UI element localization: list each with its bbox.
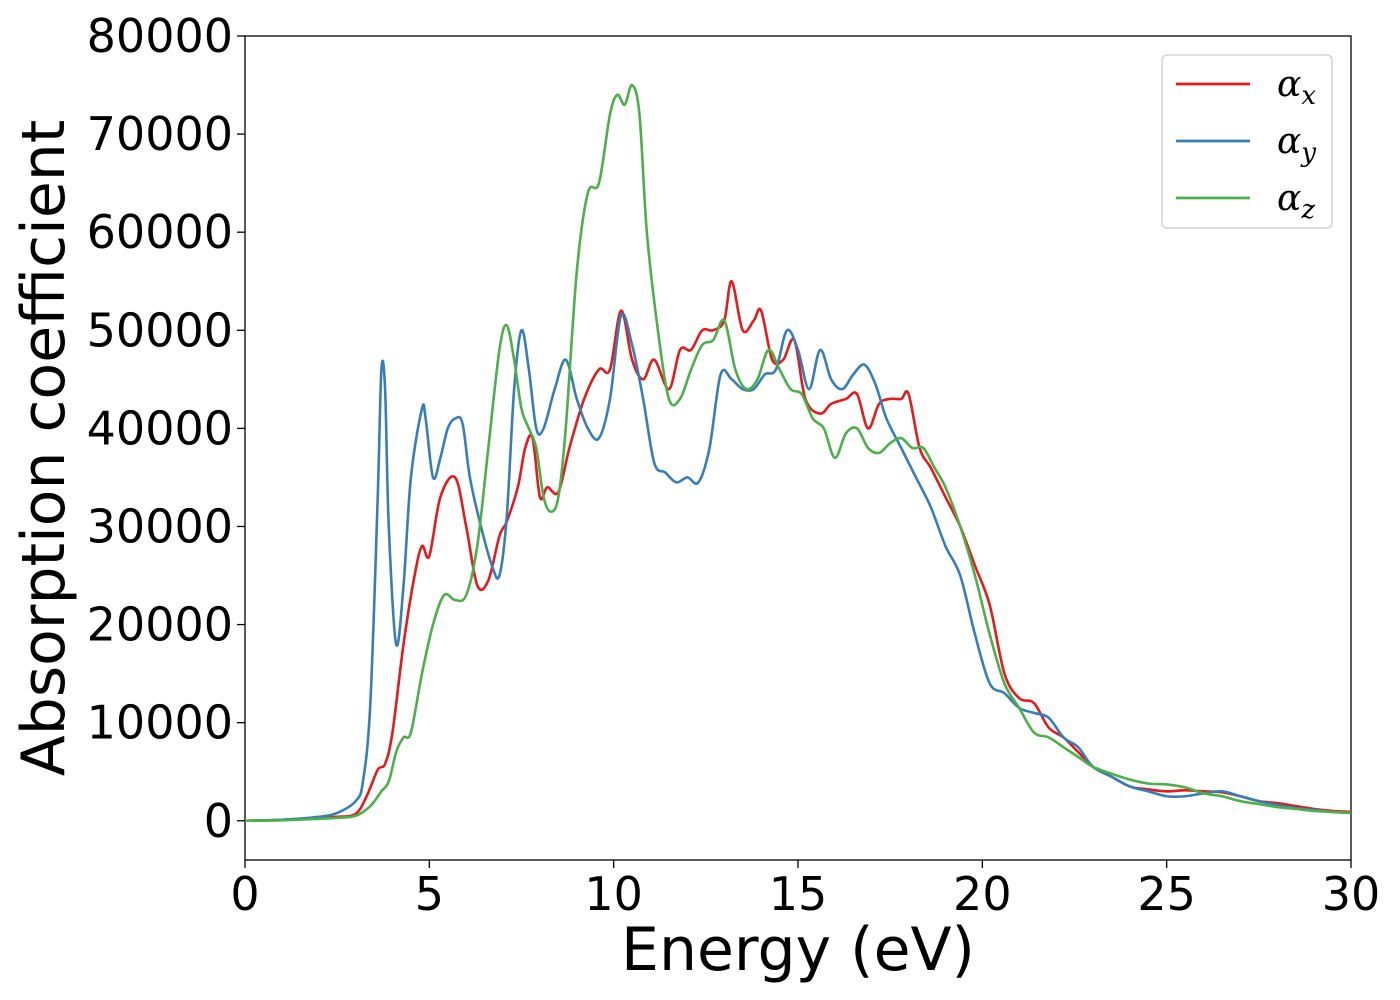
x-tick-label: 0 — [230, 867, 259, 921]
y-tick-label: 0 — [204, 794, 233, 848]
x-tick-label: 20 — [953, 867, 1012, 921]
x-tick-label: 15 — [769, 867, 828, 921]
y-tick-label: 30000 — [87, 499, 233, 553]
y-tick-label: 70000 — [87, 107, 233, 161]
series-layer — [244, 83, 1352, 823]
y-tick-label: 60000 — [87, 205, 233, 259]
x-axis-ticks: 0 5 10 15 20 25 30 — [230, 860, 1380, 921]
legend: αx αy αz — [1161, 54, 1333, 229]
legend-label-alpha-y: αy — [1277, 121, 1316, 168]
x-axis-label: Energy (eV) — [621, 915, 975, 985]
y-axis-ticks: 0 10000 20000 30000 40000 50000 60000 70000 8000… — [87, 9, 245, 848]
series-line-alpha-z — [244, 83, 1352, 823]
y-tick-label: 10000 — [87, 696, 233, 750]
legend-label-alpha-x: αx — [1277, 64, 1316, 111]
series-line-alpha-y — [244, 312, 1352, 823]
series-line-alpha-x — [244, 279, 1352, 823]
x-tick-label: 10 — [584, 867, 643, 921]
y-tick-label: 40000 — [87, 401, 233, 455]
x-tick-label: 25 — [1137, 867, 1196, 921]
y-tick-label: 20000 — [87, 598, 233, 652]
x-tick-label: 5 — [415, 867, 444, 921]
y-axis-label: Absorption coefficient — [9, 120, 79, 777]
y-tick-label: 50000 — [87, 303, 233, 357]
x-tick-label: 30 — [1322, 867, 1381, 921]
y-tick-label: 80000 — [87, 9, 233, 63]
legend-label-alpha-z: αz — [1277, 178, 1315, 225]
